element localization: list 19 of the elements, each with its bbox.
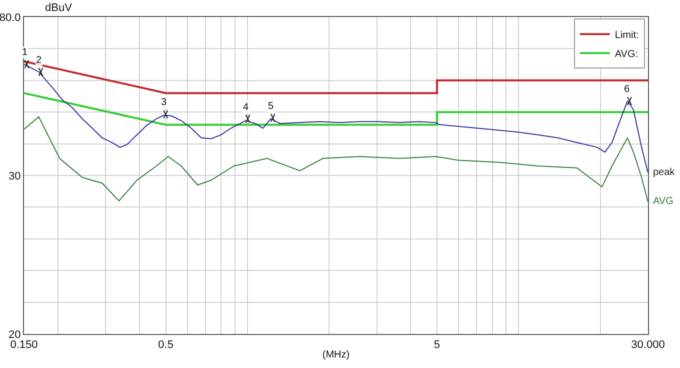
legend-label: Limit: (614, 30, 639, 41)
x-tick-label: 0.5 (158, 339, 174, 352)
y-axis-title: dBuV (45, 2, 73, 14)
x-tick-label: 0.150 (10, 339, 38, 352)
annotation: 2 (36, 55, 42, 66)
annotation: 3 (161, 97, 167, 108)
x-axis-title: (MHz) (322, 350, 350, 361)
y-tick-label: 20 (8, 328, 21, 341)
series-label: peak (653, 167, 676, 178)
annotation: 4 (243, 102, 249, 113)
x-tick-label: 5 (434, 339, 440, 352)
legend-label: AVG: (614, 48, 638, 60)
annotation: 6 (624, 84, 630, 95)
annotation: 1 (22, 47, 28, 58)
annotation: 5 (268, 101, 274, 112)
y-tick-label: 80.0 (0, 12, 21, 24)
x-tick-label: 30.000 (631, 339, 665, 352)
y-tick-label: 30 (8, 170, 21, 182)
series-label: AVG (653, 196, 674, 207)
